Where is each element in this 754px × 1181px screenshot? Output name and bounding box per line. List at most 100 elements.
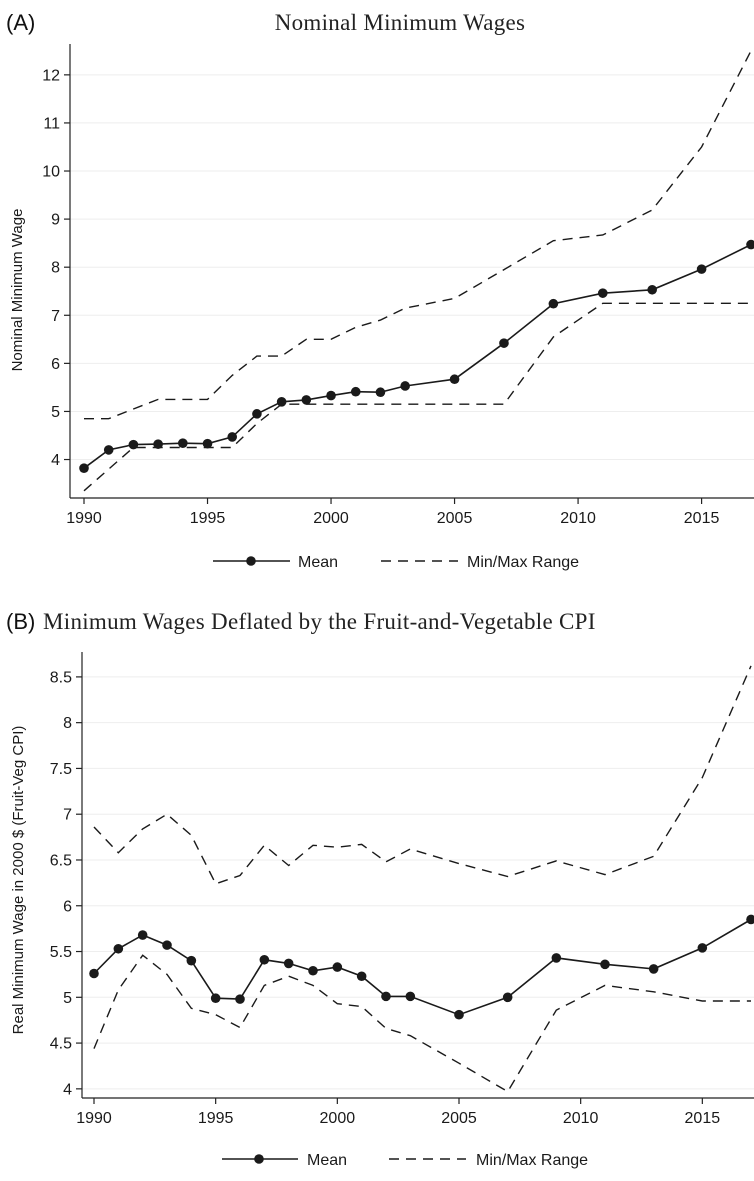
y-tick-label: 7 [63, 807, 72, 824]
legend-mean-marker [246, 556, 256, 566]
legend-mean-marker [254, 1154, 264, 1164]
mean-point [332, 962, 343, 972]
mean-point [259, 954, 270, 965]
mean-point [235, 994, 245, 1004]
y-tick-label: 7 [51, 308, 60, 325]
mean-point [276, 397, 287, 407]
mean-point [153, 439, 163, 449]
mean-point [551, 953, 562, 963]
panel-b-legend: Mean Min/Max Range [222, 1152, 588, 1169]
x-tick-label: 2010 [563, 1110, 599, 1127]
y-tick-label: 12 [42, 67, 60, 84]
panel-a-title: Nominal Minimum Wages [275, 10, 526, 35]
y-tick-label: 4.5 [50, 1036, 72, 1053]
mean-point [449, 374, 460, 385]
x-tick-label: 1995 [198, 1110, 234, 1127]
mean-point [600, 959, 610, 970]
y-tick-label: 8.5 [50, 669, 72, 686]
mean-point [326, 390, 336, 401]
y-tick-label: 5 [51, 404, 60, 421]
panel-a-axes: 4 5 6 7 8 9 10 11 12 1990 1995 2000 2005 2010 2015 [42, 44, 754, 527]
mean-point [227, 432, 238, 442]
max-range-line [84, 50, 752, 420]
mean-point [356, 971, 367, 982]
mean-point [375, 387, 386, 398]
panel-a-y-axis-label: Nominal Minimum Wage [9, 209, 26, 372]
panel-b-letter: (B) [6, 609, 35, 634]
y-tick-label: 6 [51, 356, 60, 373]
panel-b-gridlines [82, 676, 754, 1090]
mean-point [308, 965, 318, 976]
panel-b-series [89, 665, 754, 1093]
y-tick-label: 4 [51, 452, 60, 469]
mean-point [746, 914, 754, 925]
mean-point [202, 438, 213, 449]
panel-b-axes: 4 4.5 5 5.5 6 6.5 7 7.5 8 8.5 1990 1995 2000 2005 2010… [50, 652, 754, 1127]
x-tick-label: 1990 [76, 1110, 112, 1127]
y-tick-label: 7.5 [50, 761, 72, 778]
mean-point [210, 993, 221, 1004]
mean-series-line [83, 243, 752, 469]
mean-point [301, 395, 312, 405]
x-tick-label: 2000 [320, 1110, 356, 1127]
mean-point [400, 381, 410, 391]
min-range-line [83, 302, 751, 492]
mean-point [186, 955, 197, 966]
mean-point [103, 445, 114, 455]
mean-point [79, 463, 89, 473]
y-tick-label: 5.5 [50, 944, 72, 961]
panel-a-gridlines [70, 74, 754, 461]
mean-point [405, 991, 416, 1002]
mean-point [746, 239, 754, 250]
x-tick-label: 2005 [441, 1110, 477, 1127]
mean-point [178, 438, 188, 448]
x-tick-label: 1990 [66, 510, 102, 527]
panel-a-series [79, 50, 754, 492]
y-tick-label: 6 [63, 898, 72, 915]
mean-point [548, 298, 559, 309]
mean-point [252, 409, 262, 419]
mean-point [381, 991, 391, 1002]
legend-mean-label: Mean [307, 1152, 347, 1169]
y-tick-label: 8 [63, 715, 72, 732]
x-tick-label: 2010 [560, 510, 596, 527]
mean-point [648, 964, 659, 974]
panel-a-legend: Mean Min/Max Range [213, 554, 579, 571]
mean-point [283, 958, 294, 969]
max-range-line [93, 665, 752, 885]
x-tick-label: 2015 [685, 1110, 721, 1127]
panel-b-title: Minimum Wages Deflated by the Fruit-and-… [43, 609, 596, 634]
x-tick-label: 2000 [313, 510, 349, 527]
x-tick-label: 2015 [684, 510, 720, 527]
mean-point [697, 943, 708, 953]
mean-point [499, 338, 509, 348]
panel-a-chart: (A) Nominal Minimum Wages Nominal Minimu… [6, 10, 754, 571]
mean-point [647, 284, 657, 295]
x-tick-label: 2005 [437, 510, 473, 527]
mean-point [696, 264, 707, 274]
y-tick-label: 5 [63, 990, 72, 1007]
y-tick-label: 9 [51, 212, 60, 229]
legend-range-label: Min/Max Range [467, 554, 579, 571]
y-tick-label: 11 [43, 115, 60, 132]
legend-mean-label: Mean [298, 554, 338, 571]
mean-point [137, 930, 148, 940]
mean-point [454, 1009, 464, 1020]
y-tick-label: 4 [63, 1081, 72, 1098]
mean-point [350, 386, 361, 397]
panel-b-y-axis-label: Real Minimum Wage in 2000 $ (Fruit-Veg C… [10, 726, 27, 1035]
mean-point [597, 288, 608, 298]
mean-point [89, 968, 99, 979]
mean-point [113, 943, 124, 954]
panel-b-chart: (B) Minimum Wages Deflated by the Fruit-… [6, 609, 754, 1169]
y-tick-label: 8 [51, 260, 60, 277]
x-tick-label: 1995 [190, 510, 226, 527]
mean-point [162, 940, 172, 950]
min-range-line [93, 954, 751, 1093]
y-tick-label: 6.5 [50, 852, 72, 869]
y-tick-label: 10 [42, 164, 60, 181]
legend-range-label: Min/Max Range [476, 1152, 588, 1169]
mean-point [502, 992, 513, 1003]
panel-a-letter: (A) [6, 10, 35, 35]
